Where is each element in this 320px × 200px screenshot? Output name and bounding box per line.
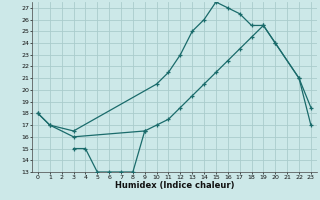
X-axis label: Humidex (Indice chaleur): Humidex (Indice chaleur)	[115, 181, 234, 190]
